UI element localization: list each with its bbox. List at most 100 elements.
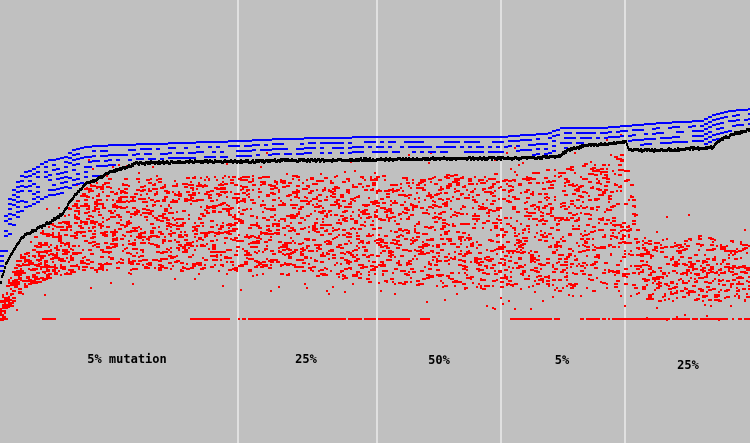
population-point <box>44 250 48 252</box>
population-point <box>150 199 152 201</box>
population-point <box>134 230 138 232</box>
population-point <box>478 244 482 246</box>
population-point <box>606 178 610 180</box>
population-point <box>282 202 284 204</box>
population-point <box>256 252 258 254</box>
best-point <box>456 136 460 138</box>
population-point <box>292 178 294 180</box>
population-point <box>556 241 560 243</box>
population-point <box>142 189 146 191</box>
population-point <box>84 199 88 201</box>
population-point <box>632 220 634 222</box>
population-point <box>738 297 740 299</box>
population-point <box>602 192 606 194</box>
population-point <box>140 249 144 251</box>
population-point <box>584 240 586 242</box>
population-point <box>412 242 414 244</box>
population-floor-point <box>682 318 684 320</box>
population-point <box>138 172 140 174</box>
population-point <box>464 261 466 263</box>
population-point <box>110 212 114 214</box>
population-point <box>620 230 622 232</box>
population-point <box>118 188 120 190</box>
population-point <box>332 250 334 252</box>
population-point <box>388 218 390 220</box>
population-point <box>360 240 364 242</box>
population-point <box>276 223 280 225</box>
population-point <box>494 308 496 310</box>
population-floor-point <box>294 318 296 320</box>
best-point <box>4 230 8 232</box>
population-floor-point <box>582 318 584 320</box>
population-point <box>162 186 166 188</box>
average-point <box>331 160 333 163</box>
population-point <box>166 248 168 250</box>
population-floor-point <box>642 318 644 320</box>
population-point <box>86 187 88 189</box>
population-point <box>650 266 652 268</box>
population-point <box>216 179 218 181</box>
population-point <box>132 198 134 200</box>
population-point <box>416 232 420 234</box>
population-point <box>642 247 646 249</box>
population-point <box>614 224 618 226</box>
best-point <box>132 144 136 146</box>
population-point <box>586 238 590 240</box>
best-point <box>264 144 268 146</box>
population-point <box>458 272 460 274</box>
best-point <box>356 136 360 138</box>
population-point <box>496 248 500 250</box>
population-point <box>606 139 608 141</box>
population-point <box>190 203 192 205</box>
population-point <box>300 266 304 268</box>
population-point <box>284 246 288 248</box>
population-point <box>118 216 122 218</box>
best-point <box>264 149 268 151</box>
population-point <box>394 220 396 222</box>
average-point <box>6 261 8 264</box>
population-point <box>542 236 544 238</box>
population-point <box>290 227 294 229</box>
population-floor-point <box>252 318 254 320</box>
population-point <box>14 267 18 269</box>
population-point <box>258 188 260 190</box>
population-point <box>294 249 298 251</box>
population-point <box>146 259 148 261</box>
population-point <box>568 234 572 236</box>
population-point <box>74 237 78 239</box>
population-point <box>22 256 26 258</box>
population-point <box>116 267 120 269</box>
population-point <box>322 207 324 209</box>
best-point <box>412 136 416 138</box>
population-point <box>196 228 198 230</box>
population-point <box>276 181 278 183</box>
population-point <box>168 262 172 264</box>
best-point <box>184 157 188 159</box>
population-point <box>202 239 204 241</box>
population-point <box>576 184 578 186</box>
population-point <box>130 235 132 237</box>
best-point <box>476 151 480 153</box>
population-point <box>124 188 128 190</box>
population-floor-point <box>332 318 334 320</box>
population-point <box>546 235 548 237</box>
population-point <box>664 295 666 297</box>
best-point <box>580 132 584 134</box>
population-point <box>102 267 104 269</box>
population-point <box>574 273 578 275</box>
population-point <box>54 267 58 269</box>
best-point <box>76 158 80 160</box>
population-point <box>352 227 354 229</box>
population-point <box>622 273 624 275</box>
population-point <box>110 251 112 253</box>
population-point <box>534 236 536 238</box>
population-point <box>634 265 638 267</box>
best-point <box>584 132 588 134</box>
population-point <box>376 242 380 244</box>
population-point <box>178 198 180 200</box>
population-point <box>372 261 376 263</box>
population-point <box>710 305 712 307</box>
population-point <box>622 235 626 237</box>
population-point <box>78 213 80 215</box>
population-point <box>186 183 188 185</box>
